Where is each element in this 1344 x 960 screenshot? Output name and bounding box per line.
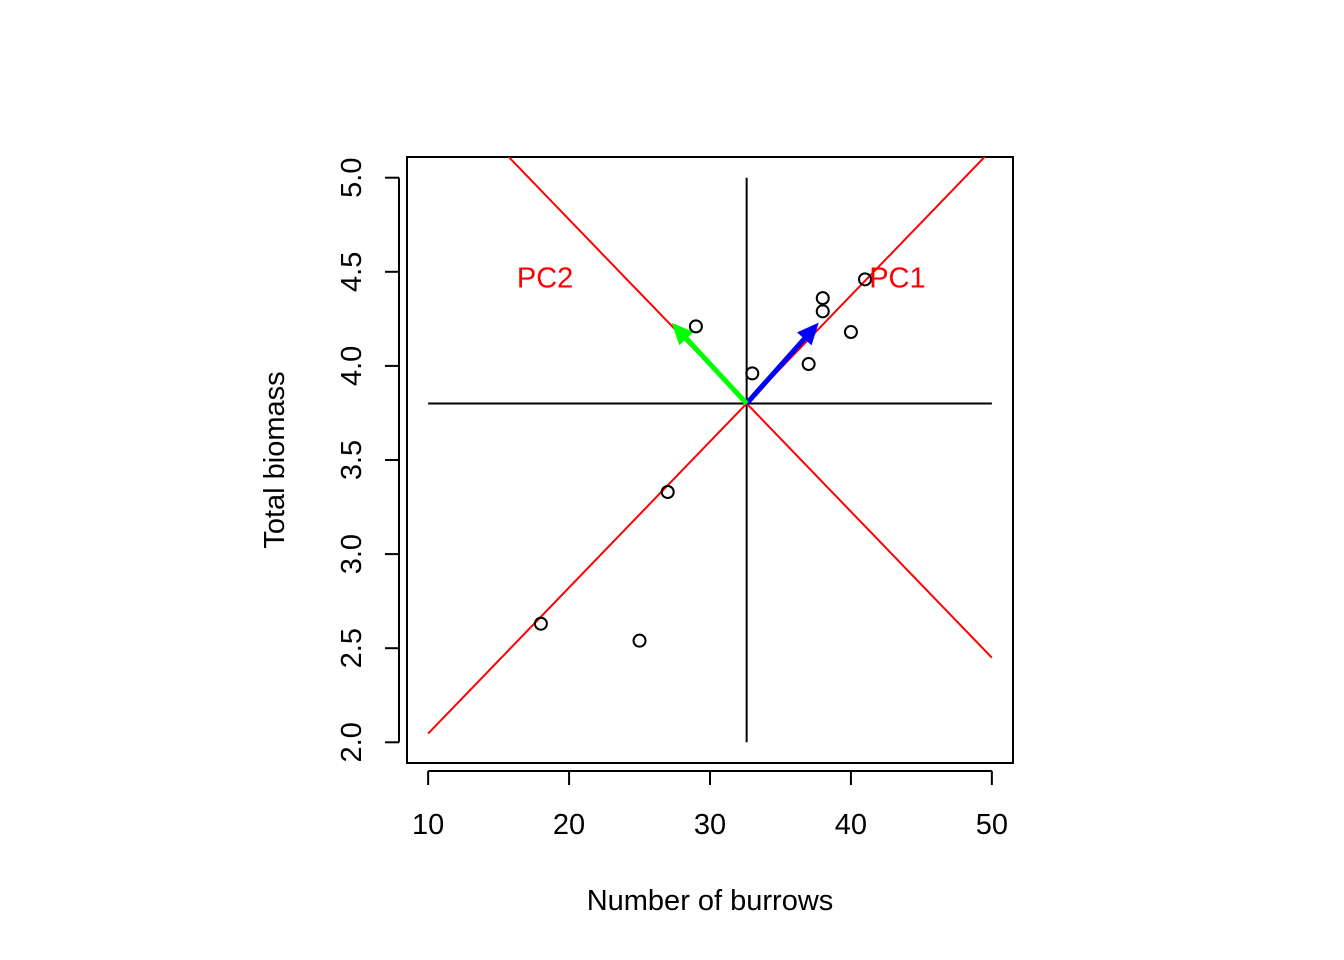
y-tick-label: 3.0 (336, 534, 368, 574)
data-point (745, 366, 760, 381)
plot-frame (406, 156, 1014, 764)
x-axis: 10 20 30 40 50 (412, 770, 1008, 841)
pc1-line (427, 157, 986, 735)
data-point (688, 319, 703, 334)
data-point (815, 304, 830, 319)
x-tick-label: 50 (976, 809, 1008, 841)
x-tick-label: 20 (553, 809, 585, 841)
y-tick-label: 5.0 (336, 158, 368, 198)
y-axis-label: Total biomass (259, 371, 291, 548)
PC1-loading-arrow-head (797, 322, 819, 346)
y-axis: 2.0 2.5 3.0 3.5 4.0 4.5 5.0 (336, 158, 400, 762)
y-tick-label: 4.5 (336, 252, 368, 292)
pc1-label: PC1 (869, 262, 925, 294)
x-axis-label: Number of burrows (587, 885, 834, 917)
x-tick-label: 40 (835, 809, 867, 841)
data-point (632, 633, 647, 648)
data-point (660, 484, 675, 499)
y-tick-label: 2.0 (336, 722, 368, 762)
PC1-loading-arrow-shaft (744, 334, 809, 406)
pc2-label: PC2 (517, 262, 573, 294)
PC2-loading-arrow-shaft (682, 334, 749, 406)
y-tick-label: 2.5 (336, 628, 368, 668)
data-point (815, 291, 830, 306)
data-point (533, 616, 548, 631)
x-tick-label: 30 (694, 809, 726, 841)
data-point (843, 325, 858, 340)
x-tick-label: 10 (412, 809, 444, 841)
PC2-loading-arrow-head (671, 322, 694, 346)
data-point (801, 357, 816, 372)
y-tick-label: 3.5 (336, 440, 368, 480)
data-point (858, 272, 873, 287)
y-tick-label: 4.0 (336, 346, 368, 386)
